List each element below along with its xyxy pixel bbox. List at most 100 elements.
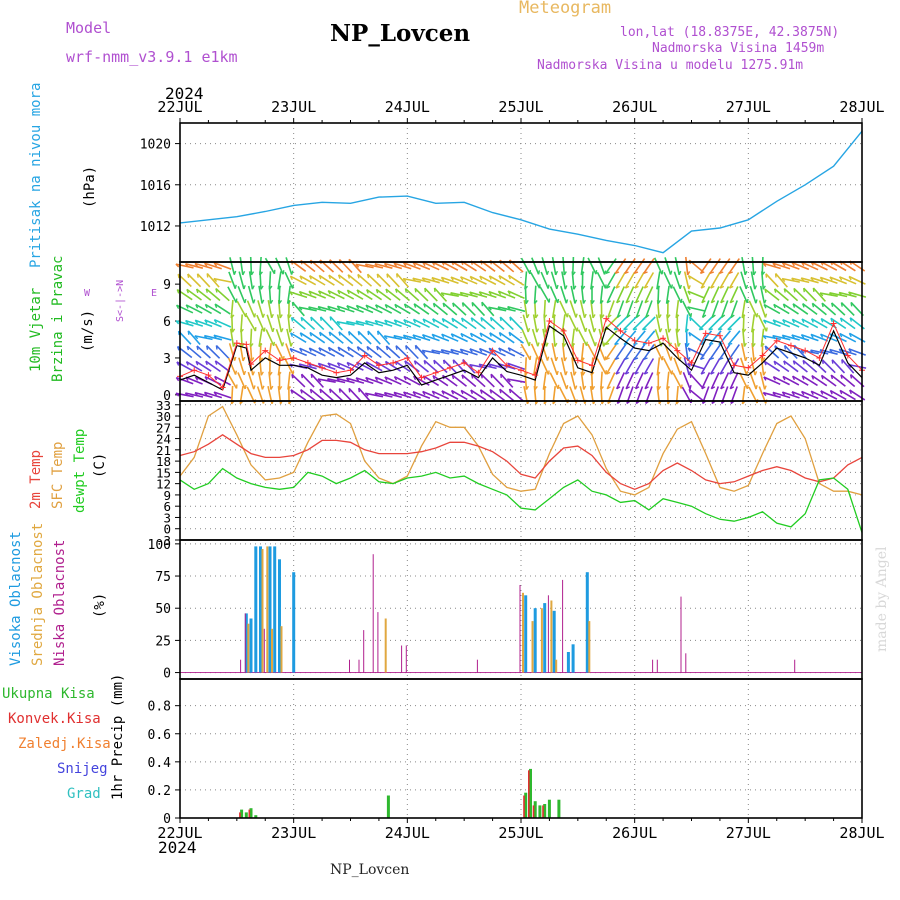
wind-barb xyxy=(247,371,255,390)
wind-barb-head xyxy=(481,302,484,307)
wind-barb xyxy=(356,346,373,358)
cloud-high-bar xyxy=(552,610,556,673)
wind-barb-head xyxy=(635,300,640,304)
wind-barb-head xyxy=(765,273,768,278)
wind-barb xyxy=(530,343,540,361)
wind-barb-head xyxy=(625,300,630,304)
wind-barb-head xyxy=(781,334,786,339)
wind-gust-marker xyxy=(219,384,226,391)
wind-barb xyxy=(228,271,237,289)
wind-barb xyxy=(395,288,411,302)
cloud-low-bar xyxy=(547,595,549,673)
wind-barb-head xyxy=(422,261,426,267)
wind-barb-head xyxy=(186,346,190,351)
wind-barb-head xyxy=(433,287,436,292)
wind-barb xyxy=(656,357,661,376)
wind-barb xyxy=(471,301,486,317)
wind-barb-head xyxy=(792,360,796,365)
wind-barb xyxy=(662,357,673,375)
wind-barb-head xyxy=(849,317,853,322)
wind-barb xyxy=(508,274,525,286)
wind-barb xyxy=(393,391,412,399)
wind-barb-head xyxy=(404,360,407,365)
wind-barb-head xyxy=(689,316,692,322)
wind-barb xyxy=(497,306,516,312)
wind-barb-head xyxy=(489,317,493,322)
wind-barb-head xyxy=(764,345,767,351)
wind-barb-head xyxy=(562,342,567,348)
year-top: 2024 xyxy=(165,84,204,103)
wind-barb-head xyxy=(328,274,331,280)
wind-barb-head xyxy=(563,271,567,276)
precip-total-bar xyxy=(547,799,551,818)
wind-barb-head xyxy=(801,391,805,396)
wind-barb-head xyxy=(176,289,180,294)
wind-barb xyxy=(327,362,345,371)
wind-barb-head xyxy=(686,306,691,311)
wind-barb xyxy=(657,285,660,304)
wind-barb xyxy=(204,303,222,315)
wind-barb-head xyxy=(626,314,631,319)
wind-barb-head xyxy=(234,370,238,375)
wind-barb-head xyxy=(828,292,833,297)
temp-tick-label: 0 xyxy=(163,522,171,537)
wind-gust-marker xyxy=(674,347,681,354)
wind-barb-head xyxy=(214,303,218,309)
wind-barb xyxy=(730,300,738,318)
wind-barb xyxy=(791,261,810,271)
wind-barb xyxy=(470,332,487,343)
wind-barb-head xyxy=(616,386,621,390)
wind-barb-head xyxy=(729,386,735,390)
x-tick-label-bottom: 24JUL xyxy=(385,824,430,842)
wind-barb xyxy=(256,314,265,332)
wind-barb xyxy=(257,371,264,390)
wind-barb xyxy=(258,285,263,304)
wind-barb-head xyxy=(661,270,664,275)
wind-barb-head xyxy=(383,392,388,397)
wind-barb-head xyxy=(527,327,531,333)
wind-barb-head xyxy=(329,388,332,393)
wind-barb-head xyxy=(319,316,322,321)
wind-barb-head xyxy=(244,384,247,390)
wind-barb-head xyxy=(678,270,682,276)
wind-barb xyxy=(365,361,383,372)
wind-barb-head xyxy=(177,330,180,336)
wind-barb-head xyxy=(820,333,824,338)
wind-barb xyxy=(719,272,730,289)
wind-barb-head xyxy=(840,302,843,307)
wind-barb-head xyxy=(423,303,426,308)
wind-barb-head xyxy=(259,357,264,362)
wind-barb xyxy=(299,275,317,286)
wind-barb-head xyxy=(376,346,379,351)
wind-barb-head xyxy=(452,359,455,364)
wind-barb-head xyxy=(839,317,843,323)
wind-barb xyxy=(365,376,383,385)
wind-barb xyxy=(460,348,478,356)
wind-barb xyxy=(781,277,800,283)
wind-barb-head xyxy=(545,342,549,347)
wind-barb xyxy=(299,347,317,357)
wind-barb-head xyxy=(308,290,312,295)
wind-barb xyxy=(328,346,345,358)
wind-barb xyxy=(606,286,616,304)
wind-barb xyxy=(711,300,720,318)
wind-barb xyxy=(761,256,764,276)
wind-barb-head xyxy=(403,391,407,396)
cloud-tick-label: 0 xyxy=(163,667,171,682)
wind-barb xyxy=(257,300,264,318)
wind-barb-head xyxy=(810,334,814,339)
wind-barb xyxy=(599,285,604,304)
wind-barb-head xyxy=(508,332,512,337)
wind-barb-head xyxy=(204,319,208,324)
cloud-mid-bar xyxy=(540,608,543,673)
wind-barb-head xyxy=(792,303,796,308)
wind-barb xyxy=(687,306,706,312)
wind-barb xyxy=(329,316,343,331)
wind-barb-head xyxy=(762,335,767,340)
wind-barb-head xyxy=(375,289,379,294)
wind-barb xyxy=(284,357,294,375)
wind-barb-head xyxy=(581,285,586,290)
wind-barb xyxy=(507,305,526,313)
wind-barb xyxy=(599,314,604,333)
wind-barb xyxy=(238,357,245,376)
